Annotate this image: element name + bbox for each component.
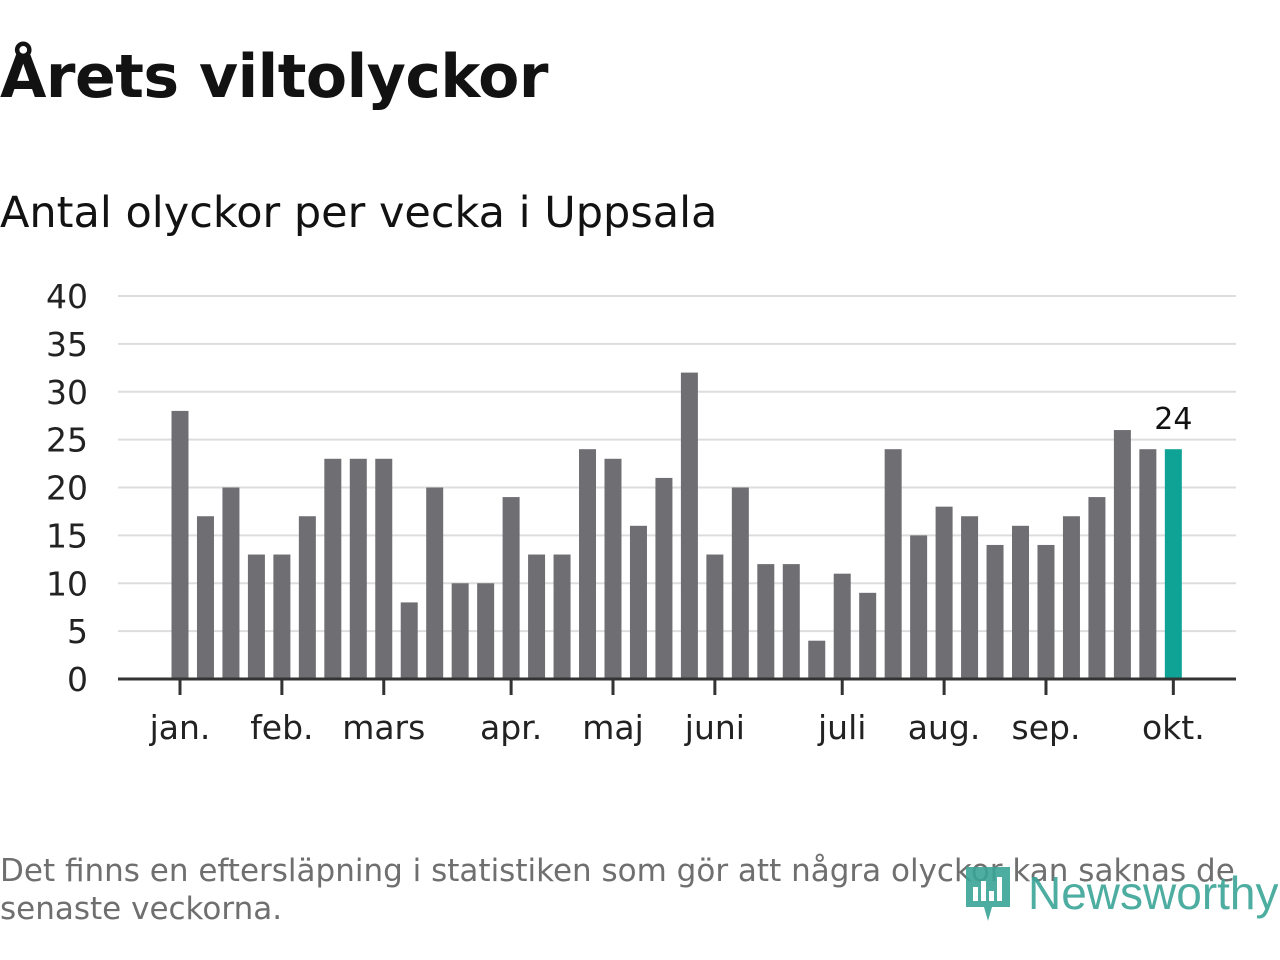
logo-text: Newsworthy [1028, 867, 1279, 919]
newsworthy-logo: Newsworthy [962, 858, 1279, 928]
bar-chart: 0 5 10 15 20 25 30 35 40 jan. feb. mars apr. maj juni… [46, 277, 1236, 747]
y-tick-label: 5 [67, 612, 88, 651]
bar [1037, 544, 1055, 679]
data-labels: 24 [1154, 402, 1192, 437]
x-tick-label: maj [582, 708, 644, 747]
bar [731, 487, 749, 679]
bar [833, 573, 851, 679]
x-tick-label: aug. [908, 708, 981, 747]
bar [1139, 449, 1157, 679]
bar [782, 564, 800, 679]
bar [502, 497, 520, 679]
last-value-label: 24 [1154, 402, 1192, 437]
chart-title: Årets viltolyckor [0, 42, 549, 112]
chart-bars-icon [966, 867, 1010, 921]
y-tick-label: 30 [46, 373, 88, 412]
bar [961, 516, 979, 679]
x-tick-label: feb. [250, 708, 313, 747]
bar [324, 458, 342, 679]
bar [196, 516, 214, 679]
bar [553, 554, 571, 679]
bar [1088, 497, 1106, 679]
bar [451, 583, 469, 679]
bar [604, 458, 622, 679]
y-tick-label: 0 [67, 660, 88, 699]
bar [757, 564, 775, 679]
bar [273, 554, 291, 679]
x-tick-label: mars [342, 708, 425, 747]
x-tick-label: juni [684, 708, 745, 747]
x-axis-ticks: jan. feb. mars apr. maj juni juli aug. sep. okt. [149, 679, 1205, 747]
bar [426, 487, 444, 679]
bar [884, 449, 902, 679]
bar [629, 525, 647, 679]
y-tick-label: 10 [46, 564, 88, 603]
y-axis-ticks: 0 5 10 15 20 25 30 35 40 [46, 277, 88, 699]
bar [477, 583, 495, 679]
x-tick-label: sep. [1012, 708, 1081, 747]
y-tick-label: 20 [46, 469, 88, 508]
bar [171, 410, 189, 679]
bar [655, 477, 673, 679]
bar [986, 544, 1004, 679]
x-tick-label: apr. [480, 708, 542, 747]
bar [935, 506, 953, 679]
bar [706, 554, 724, 679]
bar [528, 554, 546, 679]
bar [375, 458, 393, 679]
bar [910, 535, 928, 680]
bar [1113, 430, 1131, 679]
bar [859, 592, 877, 679]
footnote: Det finns en eftersläpning i statistiken… [0, 853, 1235, 927]
y-tick-label: 40 [46, 277, 88, 316]
y-tick-label: 15 [46, 516, 88, 555]
bar [1012, 525, 1030, 679]
x-tick-label: jan. [149, 708, 211, 747]
bar [680, 372, 698, 679]
bar-highlight [1164, 449, 1182, 679]
bar [808, 640, 826, 679]
bar [400, 602, 418, 679]
x-tick-label: juli [817, 708, 866, 747]
bars [171, 372, 1182, 680]
bar [298, 516, 316, 679]
y-tick-label: 35 [46, 325, 88, 364]
y-tick-label: 25 [46, 421, 88, 460]
x-tick-label: okt. [1142, 708, 1205, 747]
chart-subtitle: Antal olyckor per vecka i Uppsala [0, 188, 718, 238]
bar [1062, 516, 1080, 679]
bar [349, 458, 367, 679]
bar [247, 554, 265, 679]
bar [222, 487, 240, 679]
bar [579, 449, 597, 679]
